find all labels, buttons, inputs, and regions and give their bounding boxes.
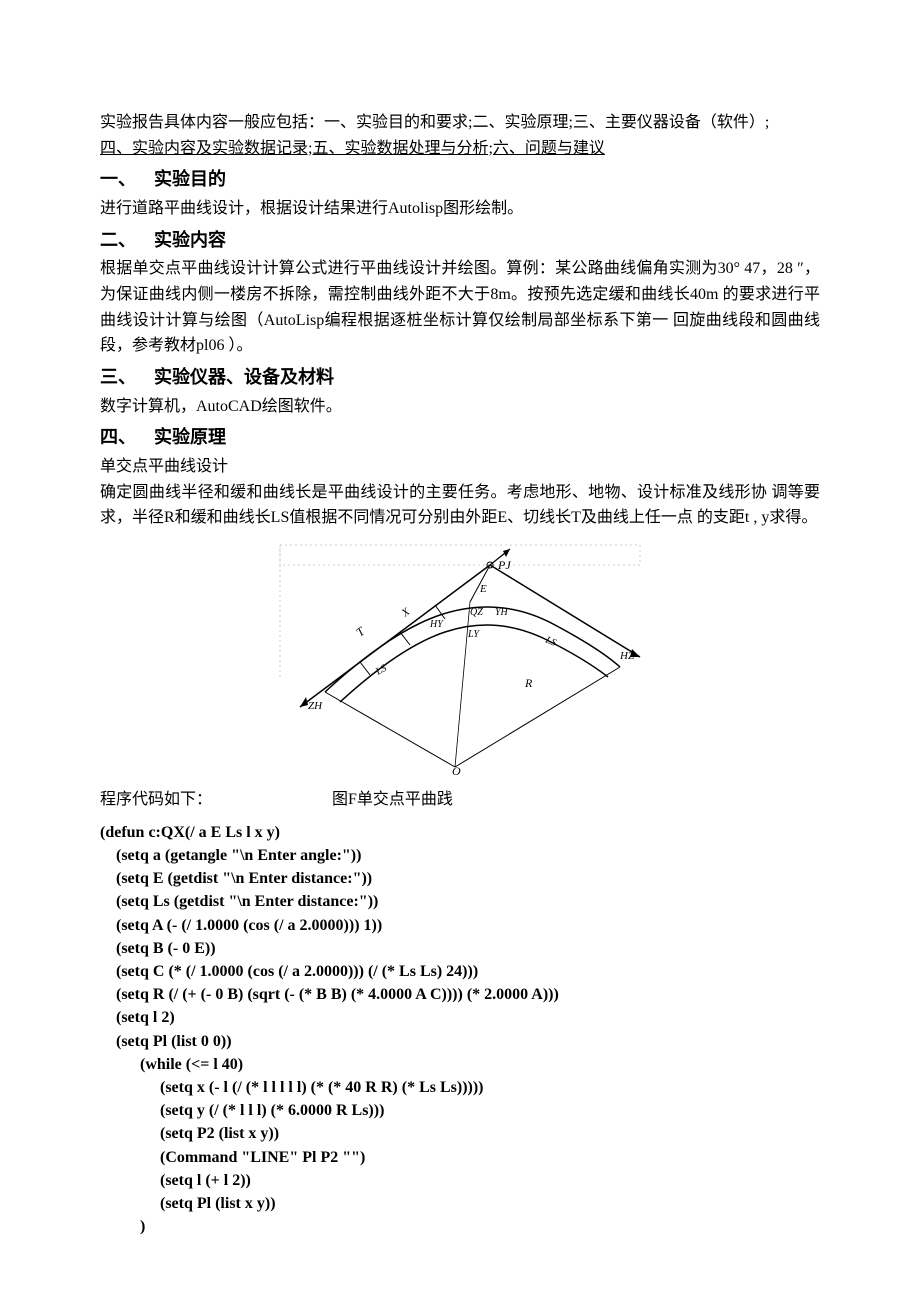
section-2-num: 二、 [100, 226, 154, 255]
section-3-num: 三、 [100, 363, 154, 392]
section-2-body: 根据单交点平曲线设计计算公式进行平曲线设计并绘图。算例：某公路曲线偏角实测为30… [100, 256, 820, 358]
section-4-subtitle: 单交点平曲线设计 [100, 454, 820, 480]
label-pj: PJ [497, 558, 511, 572]
curve-diagram-svg: PJ E QZ YH HY LY LS LS ZH HZ R O T X [270, 537, 650, 777]
section-2-title: 实验内容 [154, 230, 226, 250]
section-4-num: 四、 [100, 423, 154, 452]
section-1-num: 一、 [100, 165, 154, 194]
label-yh: YH [495, 607, 509, 618]
label-hy: HY [429, 619, 444, 630]
label-zh: ZH [308, 700, 323, 712]
label-t: T [353, 623, 368, 639]
code-intro-label: 程序代码如下： [100, 787, 212, 813]
label-o: O [452, 764, 461, 777]
section-1-heading: 一、实验目的 [100, 165, 820, 194]
section-1-title: 实验目的 [154, 169, 226, 189]
label-r: R [524, 676, 533, 690]
label-e: E [479, 583, 487, 595]
lisp-code-block: (defun c:QX(/ a E Ls l x y) (setq a (get… [100, 821, 820, 1238]
caption-row: 程序代码如下： 图F单交点平曲践 [100, 787, 820, 813]
intro-line2: 四、实验内容及实验数据记录;五、实验数据处理与分析;六、问题与建议 [100, 136, 820, 162]
section-4-heading: 四、实验原理 [100, 423, 820, 452]
section-3-heading: 三、实验仪器、设备及材料 [100, 363, 820, 392]
section-4-title: 实验原理 [154, 427, 226, 447]
figure-diagram: PJ E QZ YH HY LY LS LS ZH HZ R O T X [100, 537, 820, 786]
label-hz: HZ [619, 650, 635, 662]
label-ls-left: LS [373, 663, 389, 678]
label-x: X [399, 605, 413, 620]
section-3-body: 数字计算机，AutoCAD绘图软件。 [100, 394, 820, 420]
section-4-body: 确定圆曲线半径和缓和曲线长是平曲线设计的主要任务。考虑地形、地物、设计标准及线形… [100, 480, 820, 531]
figure-caption: 图F单交点平曲践 [332, 787, 453, 813]
section-3-title: 实验仪器、设备及材料 [154, 367, 334, 387]
section-2-heading: 二、实验内容 [100, 226, 820, 255]
label-ly: LY [467, 629, 480, 640]
label-ls-right: LS [543, 634, 558, 649]
section-1-body: 进行道路平曲线设计，根据设计结果进行Autolisp图形绘制。 [100, 196, 820, 222]
intro-line1: 实验报告具体内容一般应包括：一、实验目的和要求;二、实验原理;三、主要仪器设备（… [100, 110, 820, 136]
label-qz: QZ [470, 607, 483, 618]
